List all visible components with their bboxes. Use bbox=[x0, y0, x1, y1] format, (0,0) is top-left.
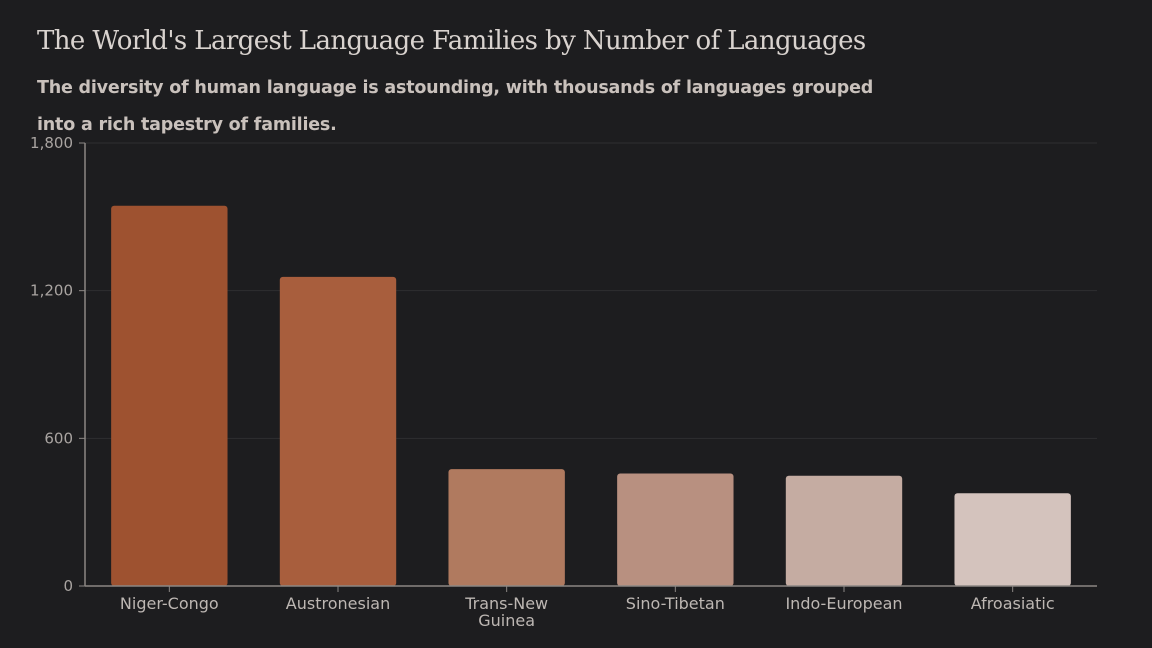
gridlines bbox=[85, 142, 1097, 439]
y-tick-label: 1,200 bbox=[30, 282, 73, 300]
x-tick-label: Afroasiatic bbox=[971, 594, 1055, 613]
x-tick-label: Niger-Congo bbox=[120, 594, 219, 613]
bar bbox=[448, 469, 565, 586]
bar bbox=[279, 276, 397, 586]
y-tick-label: 1,800 bbox=[30, 134, 73, 152]
bars bbox=[111, 205, 1071, 586]
x-tick-label: Austronesian bbox=[286, 594, 390, 613]
bar bbox=[785, 475, 903, 586]
bar bbox=[617, 473, 734, 586]
y-tick-label: 600 bbox=[44, 429, 73, 447]
axes bbox=[79, 142, 1097, 592]
tick-labels: 0 600 1,200 1,800 Niger-Congo Austronesian Tra… bbox=[30, 134, 1055, 630]
y-tick-label: 0 bbox=[63, 577, 73, 595]
chart-title: The World's Largest Language Families by… bbox=[37, 26, 866, 56]
bar bbox=[954, 493, 1071, 586]
x-tick-label: Trans-New Guinea bbox=[464, 594, 548, 630]
x-tick-label: Indo-European bbox=[785, 594, 902, 613]
x-tick-label: Sino-Tibetan bbox=[626, 594, 725, 613]
bar bbox=[111, 205, 228, 586]
chart-subtitle: The diversity of human language is astou… bbox=[37, 78, 874, 135]
